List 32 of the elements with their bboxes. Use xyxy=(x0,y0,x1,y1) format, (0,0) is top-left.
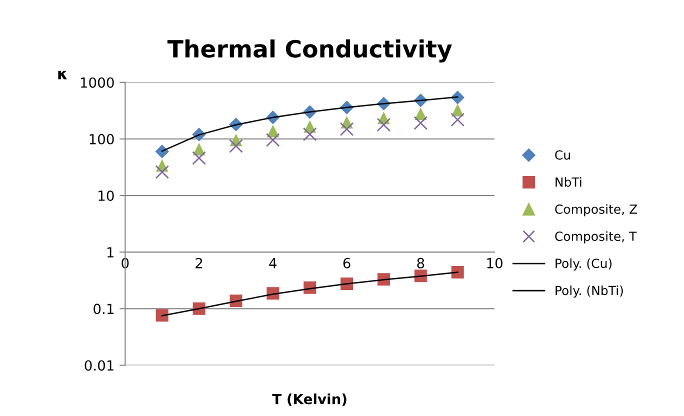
legend-label: Poly. (Cu) xyxy=(556,258,612,271)
x-axis-title: T (Kelvin) xyxy=(272,394,346,406)
y-tick-label: 0.1 xyxy=(94,304,114,314)
point xyxy=(156,309,168,322)
y-tick-label: 0.01 xyxy=(84,360,114,371)
legend-label: NbTi xyxy=(556,177,582,187)
point xyxy=(155,165,170,179)
x-tick-label: 0 xyxy=(122,258,129,268)
point xyxy=(376,118,391,132)
legend-label: Cu xyxy=(555,150,570,160)
legend-label: Poly. (NbTi) xyxy=(556,286,623,298)
y-tick-label: 1000 xyxy=(80,77,114,88)
y-tick-label: 10 xyxy=(98,190,114,201)
x-tick-label: 4 xyxy=(269,258,277,268)
y-tick-label: 1 xyxy=(107,247,114,258)
point xyxy=(192,151,206,165)
point xyxy=(302,127,317,142)
legend-label: Composite, Z xyxy=(555,204,638,216)
point xyxy=(451,266,464,279)
point xyxy=(414,116,428,130)
x-tick-label: 10 xyxy=(487,258,502,268)
point xyxy=(450,112,465,127)
x-tick-label: 2 xyxy=(196,258,202,268)
x-tick-label: 6 xyxy=(343,258,350,268)
y-axis-title: κ xyxy=(58,70,67,80)
chart-title: Thermal Conductivity xyxy=(167,39,452,62)
y-tick-label: 100 xyxy=(90,134,114,144)
legend-label: Composite, T xyxy=(555,231,637,244)
point xyxy=(340,122,354,136)
point xyxy=(229,139,243,153)
x-tick-label: 8 xyxy=(417,258,424,268)
point xyxy=(266,133,280,147)
